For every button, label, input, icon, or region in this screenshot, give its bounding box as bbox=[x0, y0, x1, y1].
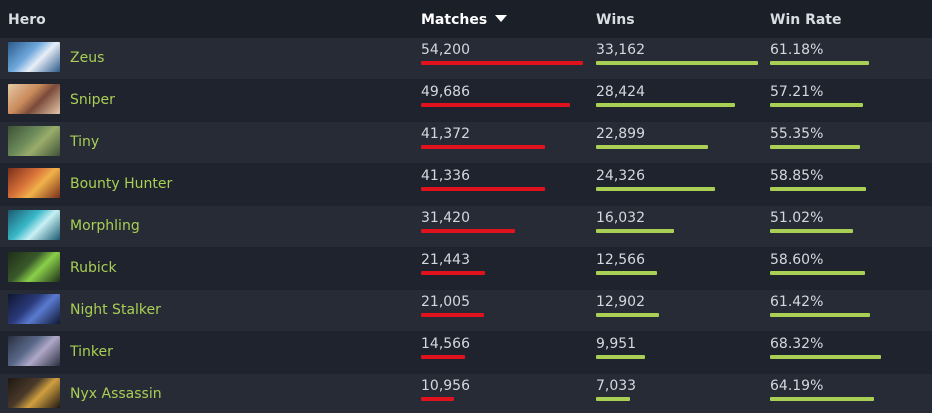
win-rate-bar bbox=[770, 145, 860, 149]
wins-bar bbox=[596, 397, 630, 401]
hero-name-link[interactable]: Nyx Assassin bbox=[70, 386, 162, 402]
hero-portrait-icon[interactable] bbox=[8, 210, 60, 240]
win-rate-value: 61.18% bbox=[770, 42, 824, 58]
column-header-hero[interactable]: Hero bbox=[8, 12, 46, 28]
wins-bar bbox=[596, 103, 735, 107]
matches-bar bbox=[421, 271, 485, 275]
matches-value: 41,372 bbox=[421, 126, 470, 142]
matches-bar bbox=[421, 103, 570, 107]
matches-value: 21,443 bbox=[421, 252, 470, 268]
wins-bar bbox=[596, 187, 715, 191]
table-row[interactable]: Tiny 41,372 22,899 55.35% bbox=[0, 122, 932, 163]
hero-name-link[interactable]: Zeus bbox=[70, 50, 105, 66]
hero-name-link[interactable]: Tiny bbox=[70, 134, 100, 150]
sort-descending-icon bbox=[495, 15, 508, 22]
matches-bar bbox=[421, 397, 454, 401]
wins-bar bbox=[596, 145, 708, 149]
win-rate-bar bbox=[770, 271, 865, 275]
win-rate-value: 51.02% bbox=[770, 210, 824, 226]
win-rate-bar bbox=[770, 187, 866, 191]
wins-value: 24,326 bbox=[596, 168, 645, 184]
table-row[interactable]: Sniper 49,686 28,424 57.21% bbox=[0, 80, 932, 121]
matches-value: 41,336 bbox=[421, 168, 470, 184]
hero-portrait-icon[interactable] bbox=[8, 84, 60, 114]
hero-portrait-icon[interactable] bbox=[8, 42, 60, 72]
hero-portrait-icon[interactable] bbox=[8, 126, 60, 156]
win-rate-value: 58.60% bbox=[770, 252, 824, 268]
matches-bar bbox=[421, 61, 583, 65]
wins-value: 12,902 bbox=[596, 294, 645, 310]
table-row[interactable]: Nyx Assassin 10,956 7,033 64.19% bbox=[0, 374, 932, 413]
wins-bar bbox=[596, 355, 645, 359]
hero-name-link[interactable]: Night Stalker bbox=[70, 302, 161, 318]
matches-value: 10,956 bbox=[421, 378, 470, 394]
column-header-win-rate[interactable]: Win Rate bbox=[770, 12, 842, 28]
column-header-matches-label: Matches bbox=[421, 12, 488, 28]
matches-value: 14,566 bbox=[421, 336, 470, 352]
wins-value: 28,424 bbox=[596, 84, 645, 100]
matches-bar bbox=[421, 313, 484, 317]
matches-bar bbox=[421, 229, 515, 233]
win-rate-bar bbox=[770, 313, 870, 317]
table-row[interactable]: Night Stalker 21,005 12,902 61.42% bbox=[0, 290, 932, 331]
win-rate-bar bbox=[770, 61, 869, 65]
hero-portrait-icon[interactable] bbox=[8, 378, 60, 408]
hero-name-link[interactable]: Bounty Hunter bbox=[70, 176, 173, 192]
win-rate-value: 57.21% bbox=[770, 84, 824, 100]
win-rate-bar bbox=[770, 397, 874, 401]
wins-bar bbox=[596, 271, 657, 275]
table-row[interactable]: Morphling 31,420 16,032 51.02% bbox=[0, 206, 932, 247]
matches-bar bbox=[421, 355, 465, 359]
hero-name-link[interactable]: Rubick bbox=[70, 260, 117, 276]
column-header-matches[interactable]: Matches bbox=[421, 12, 508, 28]
table-row[interactable]: Rubick 21,443 12,566 58.60% bbox=[0, 248, 932, 289]
wins-value: 22,899 bbox=[596, 126, 645, 142]
win-rate-bar bbox=[770, 355, 881, 359]
wins-value: 9,951 bbox=[596, 336, 637, 352]
win-rate-bar bbox=[770, 103, 863, 107]
hero-name-link[interactable]: Morphling bbox=[70, 218, 140, 234]
hero-name-link[interactable]: Sniper bbox=[70, 92, 115, 108]
matches-value: 54,200 bbox=[421, 42, 470, 58]
matches-bar bbox=[421, 187, 545, 191]
hero-portrait-icon[interactable] bbox=[8, 252, 60, 282]
win-rate-value: 58.85% bbox=[770, 168, 824, 184]
win-rate-value: 61.42% bbox=[770, 294, 824, 310]
hero-name-link[interactable]: Tinker bbox=[70, 344, 113, 360]
matches-value: 49,686 bbox=[421, 84, 470, 100]
hero-portrait-icon[interactable] bbox=[8, 294, 60, 324]
wins-value: 16,032 bbox=[596, 210, 645, 226]
hero-portrait-icon[interactable] bbox=[8, 168, 60, 198]
wins-bar bbox=[596, 61, 758, 65]
matches-value: 21,005 bbox=[421, 294, 470, 310]
win-rate-value: 68.32% bbox=[770, 336, 824, 352]
win-rate-value: 55.35% bbox=[770, 126, 824, 142]
matches-value: 31,420 bbox=[421, 210, 470, 226]
column-header-wins[interactable]: Wins bbox=[596, 12, 635, 28]
wins-value: 33,162 bbox=[596, 42, 645, 58]
table-row[interactable]: Zeus 54,200 33,162 61.18% bbox=[0, 38, 932, 79]
table-header: Hero Matches Wins Win Rate bbox=[0, 0, 932, 38]
wins-bar bbox=[596, 229, 674, 233]
win-rate-value: 64.19% bbox=[770, 378, 824, 394]
table-row[interactable]: Tinker 14,566 9,951 68.32% bbox=[0, 332, 932, 373]
hero-portrait-icon[interactable] bbox=[8, 336, 60, 366]
matches-bar bbox=[421, 145, 545, 149]
win-rate-bar bbox=[770, 229, 853, 233]
table-row[interactable]: Bounty Hunter 41,336 24,326 58.85% bbox=[0, 164, 932, 205]
wins-value: 12,566 bbox=[596, 252, 645, 268]
wins-value: 7,033 bbox=[596, 378, 637, 394]
wins-bar bbox=[596, 313, 659, 317]
